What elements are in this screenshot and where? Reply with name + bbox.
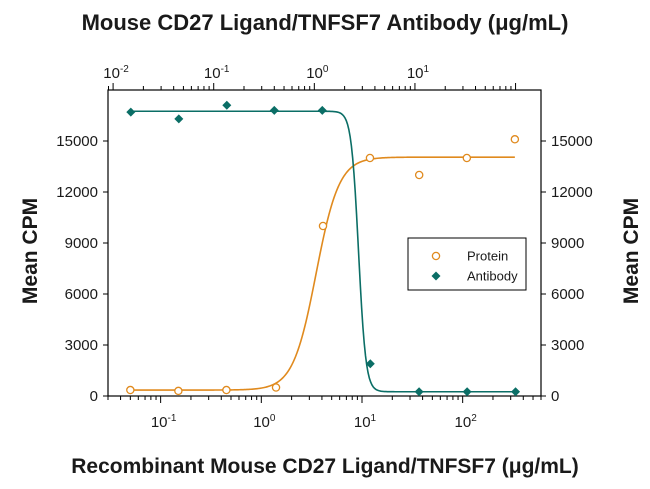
- protein-point: [271, 383, 281, 392]
- x-bottom-tick-label: 101: [354, 413, 377, 431]
- antibody-point: [511, 387, 521, 397]
- protein-point: [510, 135, 520, 144]
- y-tick-label-right: 6000: [551, 286, 584, 303]
- antibody-point: [269, 105, 279, 115]
- y-tick-label-right: 0: [551, 388, 559, 405]
- y-axis-label-left: Mean CPM: [19, 198, 42, 304]
- x-top-tick-label: 100: [306, 64, 329, 82]
- antibody-point: [174, 114, 184, 124]
- x-axis-label: Recombinant Mouse CD27 Ligand/TNFSF7 (μg…: [71, 455, 579, 478]
- y-tick-label-left: 12000: [56, 184, 98, 201]
- antibody-point: [222, 100, 232, 110]
- protein-point: [365, 153, 375, 163]
- y-tick-label-right: 12000: [551, 184, 593, 201]
- antibody-point: [317, 105, 327, 115]
- x-bottom-tick-label: 102: [455, 413, 478, 431]
- x-top-tick-label: 101: [407, 64, 430, 82]
- protein-point: [126, 385, 135, 395]
- x-top-tick-label: 10-2: [103, 64, 129, 82]
- protein-fit-curve: [130, 156, 515, 391]
- antibody-point: [126, 107, 136, 117]
- protein-point: [222, 385, 231, 395]
- y-tick-label-left: 6000: [65, 286, 98, 303]
- y-tick-label-left: 0: [90, 388, 98, 405]
- y-axis-label-right: Mean CPM: [620, 198, 643, 304]
- y-tick-label-right: 3000: [551, 337, 584, 354]
- y-tick-label-right: 15000: [551, 133, 593, 150]
- legend-antibody-label: Antibody: [467, 269, 518, 284]
- protein-point: [318, 221, 328, 231]
- y-tick-label-right: 9000: [551, 235, 584, 252]
- x-top-tick-label: 10-1: [204, 64, 230, 82]
- y-tick-label-left: 3000: [65, 337, 98, 354]
- legend-box: [407, 237, 527, 291]
- y-tick-label-left: 9000: [65, 235, 98, 252]
- protein-point: [414, 170, 424, 180]
- legend-protein-marker: [431, 251, 441, 261]
- antibody-point: [462, 387, 472, 397]
- protein-point: [462, 153, 472, 163]
- legend-antibody-marker: [431, 271, 441, 281]
- x-bottom-tick-label: 10-1: [151, 413, 177, 431]
- antibody-point: [414, 387, 424, 397]
- protein-point: [174, 386, 183, 396]
- antibody-point: [365, 359, 375, 369]
- y-tick-label-left: 15000: [56, 133, 98, 150]
- x-bottom-tick-label: 100: [253, 413, 276, 431]
- chart-title: Mouse CD27 Ligand/TNFSF7 Antibody (μg/mL…: [82, 10, 569, 35]
- legend-protein-label: Protein: [467, 249, 508, 264]
